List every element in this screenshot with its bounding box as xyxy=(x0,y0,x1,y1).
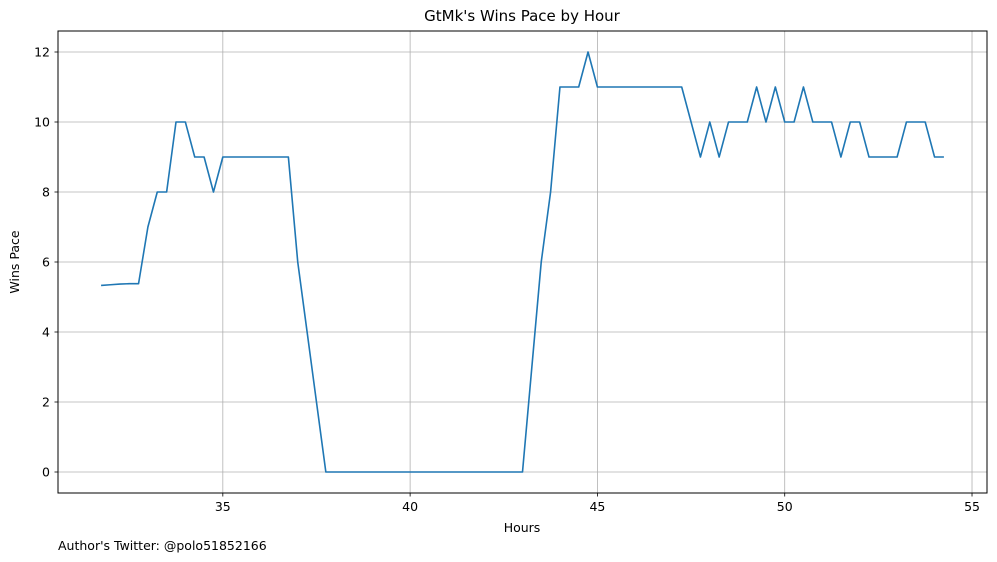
grid-lines xyxy=(58,31,987,493)
y-tick-label-1: 2 xyxy=(42,395,50,410)
y-tick-label-4: 8 xyxy=(42,185,50,200)
y-tick-label-5: 10 xyxy=(34,115,50,130)
x-tick-label-4: 55 xyxy=(964,499,980,514)
x-axis-label: Hours xyxy=(504,520,541,535)
y-tick-label-6: 12 xyxy=(34,45,50,60)
x-tick-label-1: 40 xyxy=(402,499,418,514)
y-axis-ticks: 0 2 4 6 8 10 12 xyxy=(34,45,58,480)
chart-title: GtMk's Wins Pace by Hour xyxy=(424,7,621,25)
x-tick-label-0: 35 xyxy=(215,499,231,514)
x-tick-label-3: 50 xyxy=(777,499,793,514)
x-axis-ticks: 35 40 45 50 55 xyxy=(215,493,980,514)
y-tick-label-0: 0 xyxy=(42,465,50,480)
y-axis-label: Wins Pace xyxy=(7,230,22,293)
series-layer xyxy=(101,51,944,473)
series-line-0 xyxy=(101,51,944,473)
y-tick-label-2: 4 xyxy=(42,325,50,340)
y-tick-label-3: 6 xyxy=(42,255,50,270)
author-credit: Author's Twitter: @polo51852166 xyxy=(58,538,267,553)
x-tick-label-2: 45 xyxy=(589,499,605,514)
